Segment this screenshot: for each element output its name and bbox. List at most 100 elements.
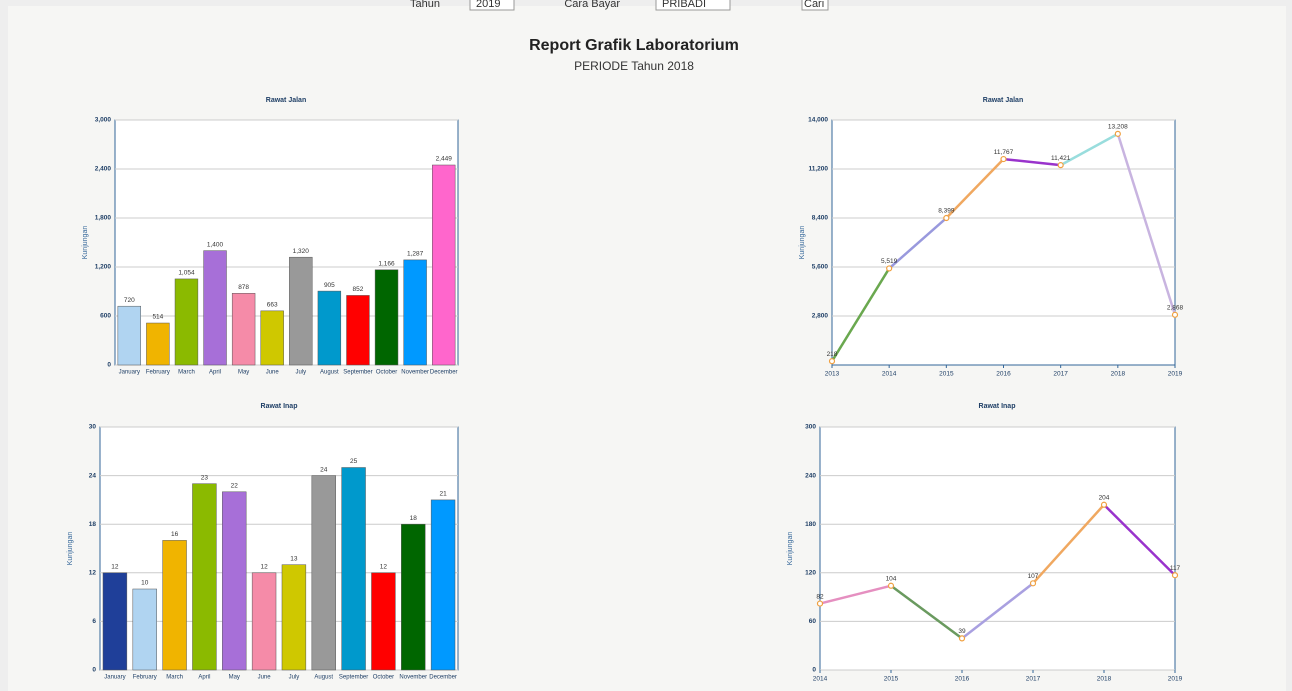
line-segment bbox=[1116, 133, 1177, 316]
bar bbox=[281, 564, 307, 671]
bar bbox=[430, 499, 456, 671]
x-tick-label: 2015 bbox=[939, 371, 954, 378]
y-tick-label: 2,400 bbox=[95, 166, 112, 173]
value-label: 11,767 bbox=[994, 149, 1014, 156]
select-value: 2019 bbox=[476, 0, 500, 10]
value-label: 218 bbox=[827, 351, 838, 358]
x-tick-label: August bbox=[314, 675, 333, 681]
x-tick-label: July bbox=[289, 675, 300, 681]
point bbox=[1114, 130, 1121, 137]
bar bbox=[117, 305, 141, 366]
x-tick-label: October bbox=[376, 370, 397, 376]
point bbox=[958, 635, 966, 642]
value-label: 663 bbox=[267, 302, 278, 309]
point bbox=[886, 265, 893, 272]
x-tick-label: September bbox=[343, 370, 372, 376]
y-tick-label: 11,200 bbox=[808, 166, 828, 173]
value-label: 13,208 bbox=[1108, 124, 1128, 131]
value-label: 13 bbox=[290, 555, 298, 562]
value-label: 852 bbox=[353, 286, 364, 293]
bar bbox=[222, 491, 247, 671]
point bbox=[816, 600, 824, 607]
y-tick-label: 2,800 bbox=[812, 313, 829, 320]
value-label: 1,400 bbox=[207, 241, 224, 248]
line-segment bbox=[830, 267, 891, 362]
x-tick-label: January bbox=[104, 675, 125, 681]
x-tick-label: December bbox=[429, 675, 457, 681]
point bbox=[1171, 311, 1179, 318]
point bbox=[1057, 162, 1064, 169]
value-label: 18 bbox=[410, 515, 418, 522]
y-tick-label: 8,400 bbox=[812, 215, 829, 222]
bar bbox=[317, 290, 342, 366]
y-tick-label: 240 bbox=[805, 472, 816, 479]
select[interactable] bbox=[655, 0, 731, 11]
x-tick-label: March bbox=[166, 675, 183, 681]
bar bbox=[162, 540, 187, 671]
point bbox=[1100, 501, 1108, 508]
line-segment bbox=[888, 217, 948, 270]
x-tick-label: May bbox=[238, 370, 249, 376]
x-tick-label: 2016 bbox=[955, 676, 970, 683]
y-tick-label: 0 bbox=[812, 667, 816, 674]
bar bbox=[132, 588, 157, 671]
y-tick-label: 14,000 bbox=[808, 117, 828, 124]
point bbox=[887, 582, 895, 589]
y-axis-label: Kunjungan bbox=[82, 226, 89, 260]
value-label: 878 bbox=[238, 284, 249, 291]
y-tick-label: 18 bbox=[89, 521, 97, 528]
x-tick-label: February bbox=[133, 675, 157, 681]
bar bbox=[231, 293, 256, 366]
value-label: 514 bbox=[152, 314, 163, 321]
point bbox=[1000, 155, 1007, 163]
bar bbox=[403, 259, 427, 366]
bar bbox=[174, 278, 199, 366]
bar bbox=[260, 310, 284, 366]
filter-label: Tahun bbox=[410, 0, 440, 10]
x-tick-label: June bbox=[258, 675, 272, 681]
line-segment bbox=[1103, 503, 1176, 577]
value-label: 24 bbox=[320, 466, 328, 473]
point bbox=[828, 358, 836, 365]
value-label: 5,519 bbox=[881, 258, 898, 265]
y-tick-label: 0 bbox=[107, 362, 111, 369]
select-value: PRIBADI bbox=[662, 0, 706, 10]
line-segment bbox=[961, 582, 1034, 640]
y-tick-label: 5,600 bbox=[812, 264, 829, 271]
chart-title: Rawat Jalan bbox=[983, 97, 1023, 104]
filter-label: Cara Bayar bbox=[564, 0, 620, 10]
value-label: 12 bbox=[111, 564, 119, 571]
x-tick-label: 2018 bbox=[1097, 676, 1112, 683]
y-tick-label: 24 bbox=[89, 472, 97, 479]
value-label: 25 bbox=[350, 458, 358, 465]
x-tick-label: April bbox=[198, 675, 210, 681]
point bbox=[1171, 572, 1179, 579]
select[interactable] bbox=[469, 0, 515, 11]
value-label: 8,399 bbox=[938, 208, 955, 215]
y-tick-label: 3,000 bbox=[95, 117, 112, 124]
y-axis-label: Kunjungan bbox=[799, 226, 806, 260]
button[interactable] bbox=[801, 0, 829, 11]
x-tick-label: December bbox=[430, 370, 458, 376]
line-segment bbox=[945, 158, 1005, 219]
x-tick-label: 2015 bbox=[884, 676, 899, 683]
value-label: 23 bbox=[201, 474, 209, 481]
x-tick-label: January bbox=[119, 370, 140, 376]
value-label: 1,054 bbox=[178, 270, 195, 277]
line-segment bbox=[890, 584, 963, 640]
value-label: 12 bbox=[260, 564, 268, 571]
bar bbox=[371, 572, 396, 671]
x-tick-label: 2014 bbox=[813, 676, 828, 683]
value-label: 2,868 bbox=[1167, 305, 1184, 312]
bar bbox=[192, 483, 217, 671]
x-tick-label: 2017 bbox=[1026, 676, 1041, 683]
plot-area bbox=[819, 426, 1176, 671]
chart-title: Rawat Jalan bbox=[266, 97, 306, 104]
x-tick-label: November bbox=[399, 675, 427, 681]
bar bbox=[374, 269, 399, 366]
x-tick-label: 2018 bbox=[1111, 371, 1126, 378]
x-tick-label: 2019 bbox=[1168, 676, 1183, 683]
x-tick-label: November bbox=[401, 370, 429, 376]
